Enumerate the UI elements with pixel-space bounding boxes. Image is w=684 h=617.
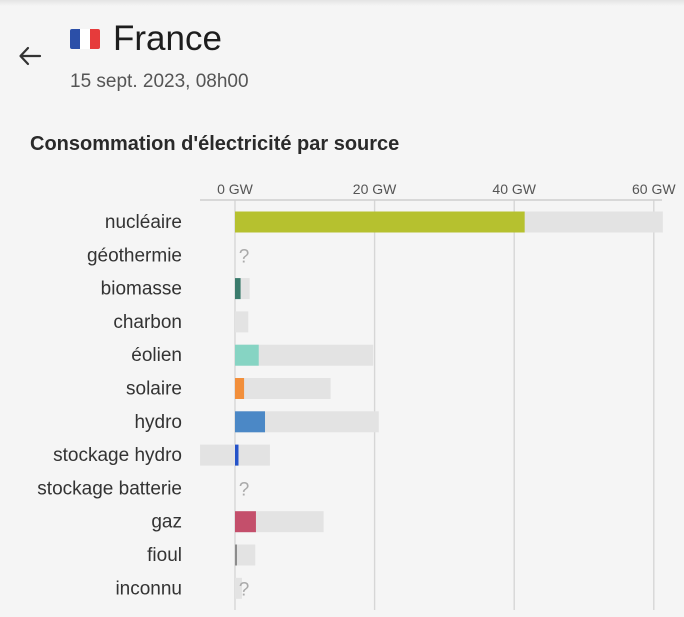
capacity-track (235, 311, 249, 333)
capacity-track (235, 544, 256, 566)
unknown-marker: ? (239, 579, 250, 600)
value-bar (235, 278, 241, 300)
category-label: biomasse (101, 279, 182, 300)
value-bar (235, 344, 259, 366)
x-tick-label: 0 GW (217, 181, 254, 197)
category-label: éolien (131, 345, 182, 366)
country-name: France (113, 19, 222, 58)
flag-stripe-red (90, 29, 100, 49)
value-bar (235, 544, 237, 566)
category-label: inconnu (115, 578, 182, 599)
back-button[interactable] (14, 40, 46, 72)
consumption-chart: 0 GW 20 GW 40 GW 60 GW nucléaire géothermie ? b… (37, 181, 676, 610)
value-bar (235, 211, 525, 233)
category-label: stockage hydro (53, 445, 182, 466)
header-shadow (0, 0, 684, 6)
france-flag-icon (70, 29, 100, 49)
value-bar (235, 444, 239, 466)
datetime: 15 sept. 2023, 08h00 (70, 71, 249, 92)
flag-stripe-blue (70, 29, 80, 49)
value-bar (235, 378, 245, 399)
arrow-left-icon (19, 46, 42, 66)
unknown-marker: ? (239, 479, 250, 500)
chart-title: Consommation d'électricité par source (30, 133, 400, 155)
capacity-track (235, 511, 324, 533)
category-label: solaire (126, 379, 182, 400)
capacity-track (235, 577, 242, 599)
x-tick-label: 20 GW (353, 181, 397, 197)
capacity-track (235, 344, 374, 366)
flag-stripe-white (80, 29, 90, 49)
category-label: fioul (147, 545, 182, 566)
category-label: charbon (113, 312, 182, 333)
category-label: gaz (151, 512, 182, 533)
unknown-marker: ? (239, 246, 250, 267)
x-tick-label: 60 GW (632, 181, 676, 197)
value-bar (235, 411, 266, 433)
value-bar (235, 511, 256, 533)
category-label: nucléaire (105, 212, 182, 233)
x-tick-label: 40 GW (492, 181, 536, 197)
category-label: stockage batterie (37, 478, 182, 499)
capacity-track (235, 378, 331, 399)
capacity-track (235, 411, 379, 433)
category-label: géothermie (87, 245, 182, 266)
category-label: hydro (134, 412, 182, 433)
